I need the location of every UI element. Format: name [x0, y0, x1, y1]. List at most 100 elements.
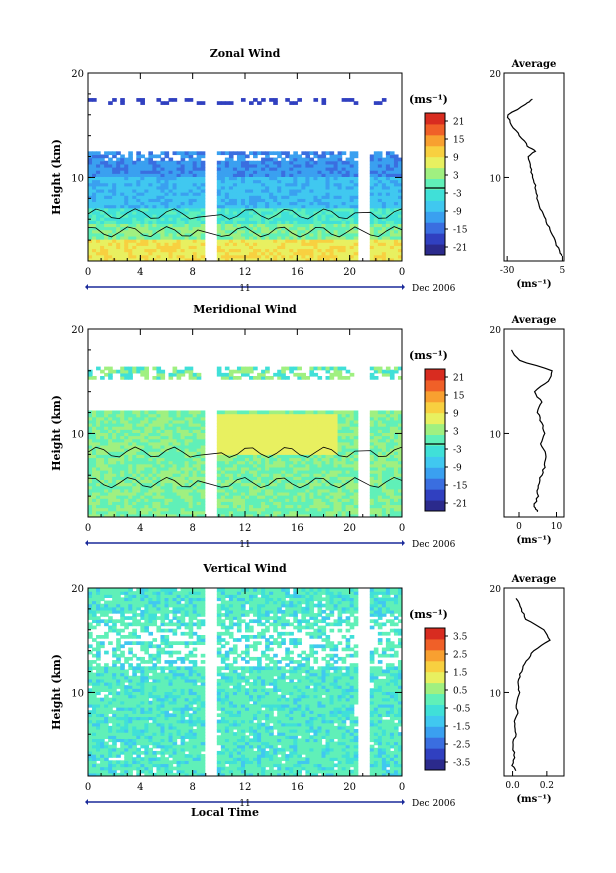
heatmap-cell	[285, 416, 290, 421]
heatmap-cell	[261, 157, 266, 162]
heatmap-cell	[321, 160, 327, 165]
colorbar-tick-label: 3	[453, 172, 459, 182]
heatmap-cell	[329, 510, 335, 515]
heatmap-cell	[124, 226, 129, 231]
heatmap-cell	[293, 154, 298, 159]
heatmap-cell	[132, 217, 137, 221]
heatmap-cell	[313, 239, 319, 243]
heatmap-cell	[393, 223, 399, 228]
heatmap-cell	[156, 182, 162, 187]
heatmap-cell	[333, 476, 339, 480]
heatmap-cell	[281, 410, 286, 415]
heatmap-cell	[321, 419, 327, 424]
heatmap-cell	[285, 163, 290, 168]
heatmap-cell	[309, 416, 315, 421]
heatmap-cell	[317, 413, 323, 418]
heatmap-cell	[220, 491, 226, 496]
heatmap-cell	[369, 204, 375, 209]
heatmap-cell	[261, 466, 266, 471]
y-axis-label: Height (km)	[50, 139, 63, 215]
heatmap-cell	[381, 198, 387, 203]
heatmap-cell	[281, 232, 286, 237]
heatmap-cell	[132, 482, 137, 487]
heatmap-cell	[397, 163, 402, 168]
heatmap-cell	[152, 441, 158, 446]
heatmap-cell	[164, 235, 170, 240]
heatmap-cell	[92, 242, 97, 246]
heatmap-cell	[128, 201, 133, 206]
heatmap-cell	[301, 470, 306, 474]
heatmap-cell	[301, 182, 306, 187]
heatmap-cell	[136, 226, 141, 231]
heatmap-cell	[353, 426, 359, 430]
heatmap-cell	[104, 423, 109, 427]
heatmap-cell	[132, 201, 137, 206]
heatmap-cell	[369, 207, 375, 212]
heatmap-cell	[345, 176, 351, 181]
heatmap-cell	[184, 510, 190, 515]
heatmap-cell	[305, 248, 311, 253]
heatmap-cell	[377, 192, 383, 196]
heatmap-cell	[301, 257, 306, 261]
heatmap-cell	[249, 235, 254, 240]
heatmap-cell	[148, 451, 154, 455]
heatmap-cell	[140, 226, 145, 231]
heatmap-cell	[100, 207, 105, 212]
heatmap-cell	[188, 454, 194, 459]
heatmap-cell	[293, 182, 298, 187]
heatmap-cell	[313, 235, 319, 240]
heatmap-cell	[381, 235, 387, 240]
heatmap-cell	[285, 151, 290, 156]
heatmap-cell	[397, 204, 402, 209]
heatmap-cell	[269, 254, 274, 259]
heatmap-cell	[224, 441, 230, 446]
heatmap-cell	[325, 214, 331, 218]
heatmap-cell	[249, 192, 254, 196]
heatmap-cell	[289, 201, 294, 206]
heatmap-cell	[313, 470, 319, 474]
heatmap-cell	[180, 188, 186, 193]
heatmap-cell	[349, 167, 355, 171]
heatmap-cell	[313, 413, 319, 418]
heatmap-cell	[172, 470, 178, 474]
heatmap-cell	[152, 220, 158, 224]
heatmap-cell	[257, 429, 262, 433]
heatmap-cell	[329, 501, 335, 506]
heatmap-cell	[220, 220, 226, 224]
heatmap-cell	[245, 195, 250, 199]
heatmap-cell	[184, 248, 190, 253]
heatmap-cell	[301, 372, 306, 377]
heatmap-cell	[188, 460, 194, 465]
heatmap-cell	[305, 239, 311, 243]
heatmap-cell	[196, 185, 202, 190]
heatmap-cell	[389, 192, 395, 196]
heatmap-cell	[325, 235, 331, 240]
heatmap-cell	[180, 154, 186, 159]
heatmap-cell	[160, 410, 166, 415]
heatmap-cell	[393, 176, 399, 181]
heatmap-cell	[281, 226, 286, 231]
heatmap-cell	[92, 413, 97, 418]
heatmap-cell	[277, 220, 282, 224]
heatmap-cell	[301, 242, 306, 246]
heatmap-cell	[245, 413, 250, 418]
heatmap-cell	[228, 438, 234, 443]
heatmap-cell	[285, 429, 290, 433]
heatmap-cell	[100, 232, 105, 237]
heatmap-cell	[381, 195, 387, 199]
heatmap-cell	[184, 198, 190, 203]
heatmap-cell	[285, 239, 290, 243]
heatmap-cell	[128, 376, 133, 380]
heatmap-cell	[104, 223, 109, 228]
heatmap-cell	[253, 463, 258, 468]
heatmap-cell	[140, 495, 145, 499]
heatmap-cell	[144, 163, 149, 168]
heatmap-cell	[144, 245, 149, 250]
heatmap-cell	[337, 470, 343, 474]
heatmap-cell	[325, 470, 331, 474]
heatmap-cell	[281, 204, 286, 209]
heatmap-cell	[265, 451, 270, 455]
heatmap-cell	[120, 460, 125, 465]
heatmap-cell	[236, 245, 242, 250]
heatmap-cell	[329, 504, 335, 509]
